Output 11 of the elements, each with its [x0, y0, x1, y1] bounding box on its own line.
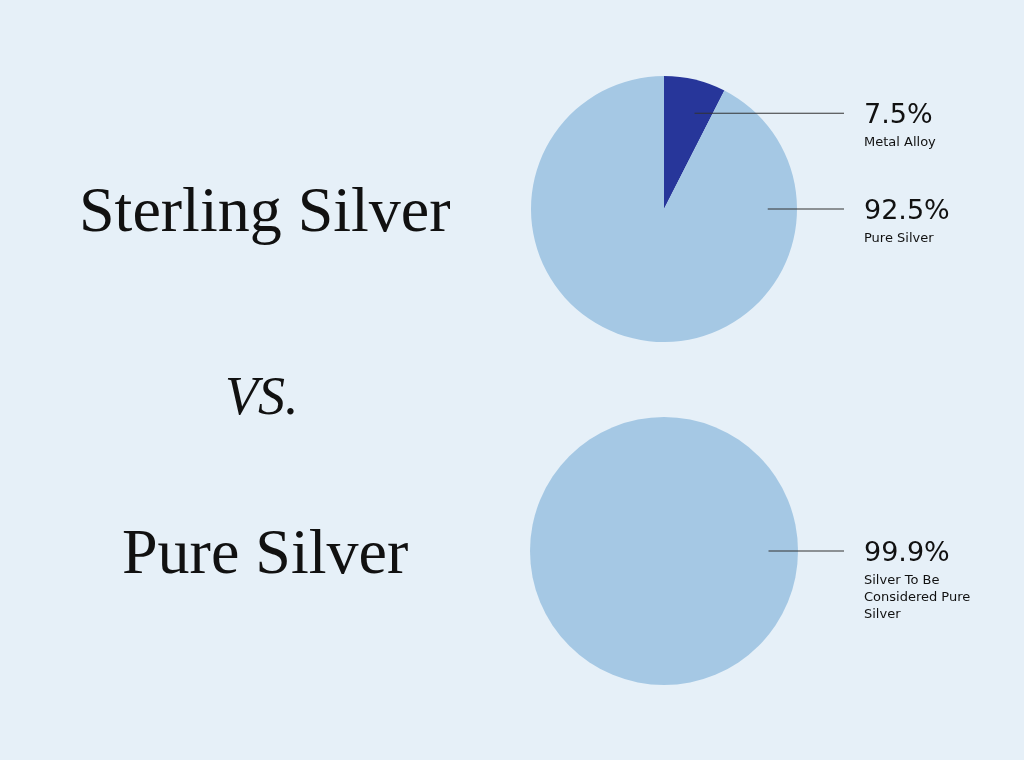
slice-label: Metal Alloy: [864, 134, 937, 149]
slice-label: Silver To Be Considered Pure Silver: [864, 572, 971, 621]
data-label: 92.5%: [864, 194, 950, 225]
text: VS.: [225, 366, 299, 426]
text: Sterling Silver: [79, 174, 451, 245]
text: Pure Silver: [122, 516, 409, 587]
slice-label: Pure Silver: [864, 230, 935, 245]
data-label: 99.9%: [864, 536, 950, 567]
data-label: 7.5%: [864, 98, 933, 129]
pie-slice: [664, 76, 725, 209]
pie-slice: [531, 76, 797, 342]
